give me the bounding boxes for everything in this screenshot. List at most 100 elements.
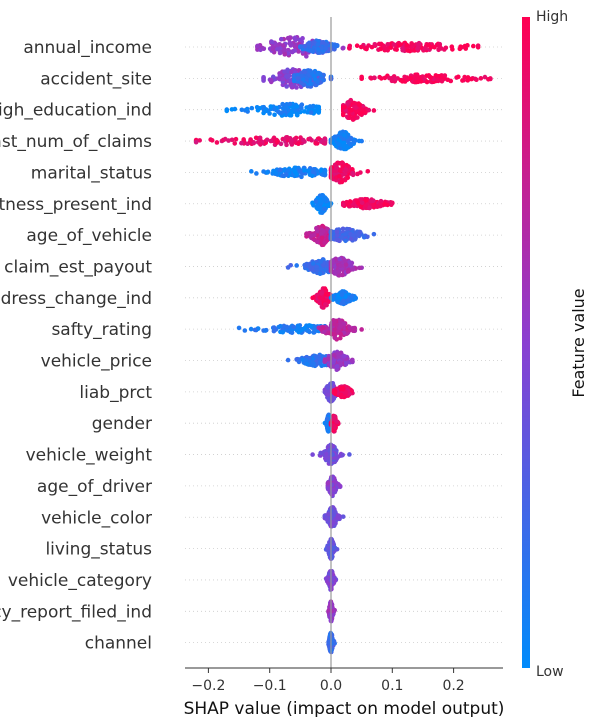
- shap-point: [306, 40, 312, 46]
- shap-point: [315, 42, 321, 47]
- x-tick-label: 0.0: [320, 678, 342, 694]
- shap-point: [338, 167, 343, 173]
- shap-point: [280, 173, 285, 179]
- feature-points: [322, 412, 341, 434]
- shap-point: [340, 46, 346, 51]
- shap-point: [463, 46, 469, 51]
- shap-point: [347, 107, 353, 113]
- shap-point: [311, 361, 316, 366]
- shap-point: [326, 640, 332, 646]
- shap-point: [325, 356, 331, 362]
- points-layer: [193, 35, 493, 655]
- shap-point: [292, 48, 298, 53]
- shap-point: [340, 202, 346, 207]
- feature-points: [236, 317, 364, 342]
- shap-point: [428, 45, 434, 50]
- shap-point: [284, 324, 290, 330]
- shap-point: [317, 198, 323, 204]
- shap-point: [281, 106, 287, 111]
- shap-point: [280, 43, 286, 48]
- feature-points: [325, 474, 343, 499]
- shap-point: [409, 41, 414, 46]
- shap-point: [300, 36, 305, 41]
- shap-point: [377, 202, 383, 207]
- shap-point: [264, 137, 270, 143]
- x-tick-label: 0.2: [442, 678, 464, 694]
- shap-point: [350, 359, 355, 364]
- shap-point: [369, 198, 375, 204]
- shap-point: [381, 44, 387, 49]
- shap-point: [296, 49, 301, 54]
- shap-point: [329, 423, 335, 428]
- colorbar: High Low Feature value: [522, 9, 588, 680]
- shap-point: [322, 171, 328, 176]
- feature-label: witness_present_ind: [0, 195, 152, 215]
- shap-point: [400, 45, 405, 51]
- shap-point: [348, 141, 354, 147]
- feature-label: age_of_vehicle: [26, 226, 152, 246]
- shap-point: [357, 102, 363, 108]
- shap-point: [344, 226, 350, 232]
- shap-point: [338, 263, 343, 269]
- shap-point: [338, 331, 344, 337]
- feature-label: policy_report_filed_ind: [0, 602, 152, 622]
- shap-point: [342, 232, 348, 237]
- shap-point: [345, 138, 351, 143]
- shap-point: [279, 110, 284, 115]
- shap-point: [263, 108, 269, 114]
- shap-point: [310, 452, 315, 457]
- shap-point: [465, 78, 471, 83]
- shap-point: [285, 357, 291, 363]
- shap-point: [297, 168, 303, 174]
- shap-point: [385, 202, 390, 208]
- shap-point: [335, 351, 341, 357]
- shap-point: [341, 321, 347, 327]
- shap-point: [296, 141, 301, 147]
- shap-point: [347, 324, 352, 330]
- shap-point: [313, 354, 319, 360]
- shap-point: [276, 76, 282, 81]
- shap-point: [317, 205, 323, 211]
- shap-point: [298, 44, 303, 49]
- shap-point: [270, 44, 276, 49]
- shap-point: [350, 170, 355, 176]
- feature-label: safty_rating: [51, 320, 152, 340]
- shap-point: [335, 515, 341, 521]
- shap-point: [294, 111, 300, 117]
- shap-point: [315, 79, 320, 84]
- feature-labels: annual_income accident_site high_education…: [0, 38, 152, 654]
- shap-point: [351, 139, 357, 144]
- shap-point: [193, 139, 199, 145]
- shap-point: [469, 76, 474, 82]
- shap-point: [314, 104, 320, 110]
- shap-point: [322, 359, 328, 364]
- shap-point: [394, 47, 399, 52]
- feature-label: channel: [85, 634, 152, 654]
- shap-point: [310, 261, 316, 266]
- shap-point: [236, 325, 242, 331]
- feature-label: vehicle_price: [41, 352, 152, 372]
- shap-point: [331, 487, 337, 493]
- feature-points: [310, 192, 395, 215]
- shap-point: [261, 46, 267, 52]
- shap-point: [363, 203, 369, 208]
- shap-point: [319, 45, 325, 51]
- shap-point: [350, 267, 356, 272]
- shap-point: [358, 44, 364, 50]
- shap-point: [208, 137, 213, 142]
- shap-point: [361, 234, 367, 240]
- shap-point: [267, 111, 272, 116]
- shap-point: [422, 46, 428, 51]
- feature-label: past_num_of_claims: [0, 132, 152, 152]
- shap-point: [308, 81, 313, 87]
- shap-point: [372, 75, 377, 81]
- shap-point: [307, 48, 313, 53]
- shap-point: [311, 166, 316, 172]
- feature-points: [304, 223, 377, 248]
- shap-point: [318, 240, 324, 245]
- shap-point: [329, 608, 335, 614]
- shap-point: [288, 78, 293, 83]
- shap-point: [292, 36, 298, 42]
- shap-point: [319, 235, 325, 241]
- shap-point: [322, 141, 328, 146]
